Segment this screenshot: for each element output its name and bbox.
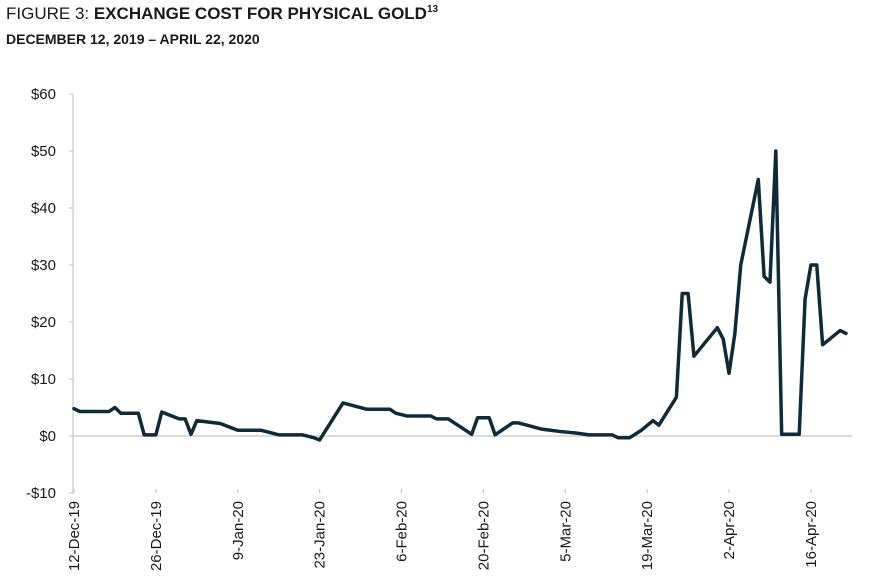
x-tick-label: 19-Mar-20: [639, 501, 656, 570]
y-tick-label: $0: [39, 428, 56, 445]
x-tick-label: 12-Dec-19: [66, 501, 83, 571]
chart-subtitle: DECEMBER 12, 2019 – APRIL 22, 2020: [6, 31, 260, 47]
x-tick-label: 26-Dec-19: [148, 501, 165, 571]
x-tick-label: 5-Mar-20: [557, 501, 574, 562]
y-tick-label: -$10: [26, 485, 56, 502]
y-tick-label: $30: [31, 257, 56, 274]
y-tick-label: $60: [31, 86, 56, 103]
chart-title: EXCHANGE COST FOR PHYSICAL GOLD: [94, 4, 427, 23]
y-tick-label: $50: [31, 143, 56, 160]
x-tick-label: 9-Jan-20: [230, 501, 247, 560]
x-tick-label: 2-Apr-20: [721, 501, 738, 559]
figure-label: FIGURE 3:: [6, 4, 89, 23]
x-tick-label: 6-Feb-20: [394, 501, 411, 562]
y-tick-label: $40: [31, 200, 56, 217]
data-line: [72, 149, 848, 442]
y-tick-label: $20: [31, 314, 56, 331]
y-tick-label: $10: [31, 371, 56, 388]
x-tick-label: 16-Apr-20: [803, 501, 820, 568]
title-footnote: 13: [427, 4, 439, 15]
title-line: FIGURE 3: EXCHANGE COST FOR PHYSICAL GOL…: [6, 4, 439, 23]
x-tick-label: 23-Jan-20: [312, 501, 329, 569]
x-tick-label: 20-Feb-20: [475, 501, 492, 570]
